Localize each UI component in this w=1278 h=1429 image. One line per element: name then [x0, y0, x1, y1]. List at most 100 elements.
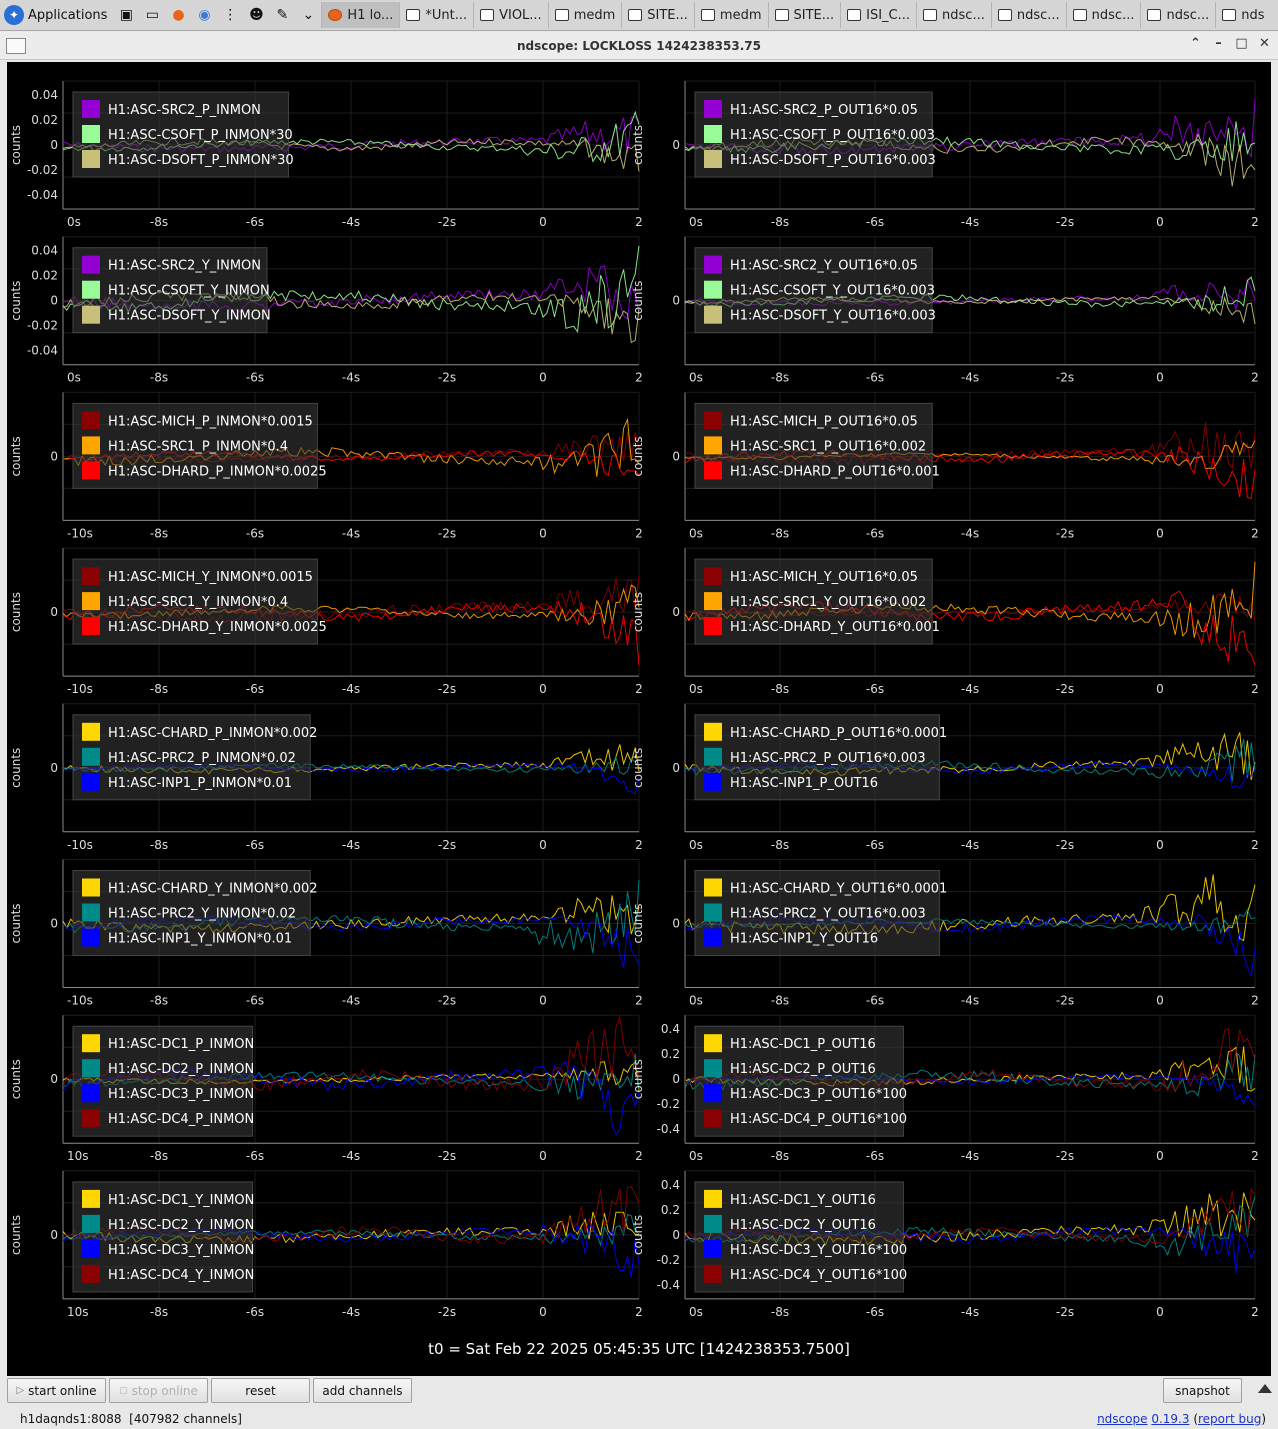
- folder-launcher-icon[interactable]: ▭: [145, 7, 160, 23]
- window-menu-icon[interactable]: [6, 38, 26, 54]
- applications-menu[interactable]: ✦ Applications: [0, 0, 113, 30]
- chromium-launcher-icon[interactable]: ◉: [198, 7, 211, 23]
- legend-swatch: [82, 100, 100, 118]
- plot-area[interactable]: 0.04 0.02 0 -0.02 -0.04 counts 0s -8s -6s -4s -2s 0…: [7, 62, 1271, 1376]
- legend-label: H1:ASC-CSOFT_Y_INMON: [108, 284, 270, 299]
- legend-box[interactable]: [694, 558, 933, 645]
- plot-panel[interactable]: 0 counts -10s -8s -6s -4s -2s 0 2 H1:ASC-CHARD_Y_…: [9, 859, 643, 1008]
- ndscope-link[interactable]: ndscope: [1097, 1412, 1148, 1426]
- plot-panel[interactable]: 0.04 0.02 0 -0.02 -0.04 counts 0s -8s -6s -4s -2s 0…: [9, 236, 643, 385]
- add-channels-button[interactable]: add channels: [313, 1378, 412, 1403]
- x-tick-label: 2: [1251, 994, 1259, 1008]
- plot-panel[interactable]: 0 counts -10s -8s -6s -4s -2s 0 2 H1:ASC-MICH_Y_I…: [9, 547, 643, 696]
- notes-launcher-icon[interactable]: ✎: [276, 7, 289, 23]
- share-launcher-icon[interactable]: ⋮: [223, 7, 238, 23]
- triangle-up-icon[interactable]: [1258, 1384, 1272, 1393]
- plot-panel[interactable]: 0 counts 0s -8s -6s -4s -2s 0 2 H1:ASC-SRC2_Y_OUT…: [631, 236, 1259, 385]
- legend-box[interactable]: [72, 91, 290, 178]
- legend-label: H1:ASC-PRC2_P_OUT16*0.003: [730, 751, 926, 766]
- legend-swatch: [704, 1109, 722, 1128]
- x-tick-label: -8s: [771, 1149, 789, 1163]
- snapshot-button[interactable]: snapshot: [1163, 1378, 1242, 1403]
- legend-swatch: [82, 722, 100, 741]
- legend-box[interactable]: [72, 1025, 254, 1137]
- firefox-launcher-icon[interactable]: ●: [172, 7, 185, 23]
- taskbar-task[interactable]: ndsc...: [990, 2, 1066, 28]
- taskbar-task[interactable]: H1 lo...: [321, 2, 400, 28]
- start-online-button[interactable]: ▷ start online: [7, 1378, 106, 1403]
- chevron-up-icon[interactable]: ⌃: [1190, 36, 1201, 51]
- maximize-icon[interactable]: □: [1235, 36, 1248, 51]
- plot-panel[interactable]: 0 counts -10s -8s -6s -4s -2s 0 2 H1:ASC-MICH_P_I…: [9, 391, 643, 540]
- terminal-window-icon: [480, 9, 495, 21]
- legend-label: H1:ASC-DSOFT_Y_INMON: [108, 309, 271, 324]
- taskbar-task[interactable]: SITE...: [767, 2, 841, 28]
- legend-box[interactable]: [72, 1181, 254, 1293]
- legend-box[interactable]: [72, 247, 268, 334]
- legend-box[interactable]: [694, 402, 933, 489]
- x-tick-label: 0s: [689, 1305, 703, 1319]
- taskbar-task[interactable]: *Unt...: [399, 2, 473, 28]
- close-icon[interactable]: ✕: [1259, 36, 1270, 51]
- taskbar-task[interactable]: medm: [693, 2, 768, 28]
- plot-panel[interactable]: 0 counts 0s -8s -6s -4s -2s 0 2 H1:ASC-MICH_P_OUT…: [631, 391, 1259, 540]
- version-link[interactable]: 0.19.3: [1151, 1412, 1190, 1426]
- legend-label: H1:ASC-DSOFT_P_OUT16*0.003: [730, 153, 936, 168]
- plot-panel[interactable]: 0 counts 10s -8s -6s -4s -2s 0 2 H1:ASC-DC1_P_INM…: [9, 1014, 643, 1163]
- reset-button[interactable]: reset: [211, 1378, 310, 1403]
- x-tick-label: 2: [635, 526, 643, 540]
- taskbar-task[interactable]: ndsc...: [916, 2, 991, 28]
- y-tick-label: 0.02: [31, 269, 58, 283]
- stop-online-button[interactable]: ▢ stop online: [109, 1378, 208, 1403]
- legend-box[interactable]: [72, 402, 318, 489]
- plot-panel[interactable]: 0.4 0.2 0 -0.2 -0.4 counts 0s -8s -6s -4s -2s 0 2 H1:…: [631, 1014, 1259, 1163]
- taskbar-task[interactable]: medm: [547, 2, 622, 28]
- legend-box[interactable]: [694, 870, 940, 956]
- legend-box[interactable]: [694, 714, 940, 801]
- x-tick-label: 0: [539, 1149, 547, 1163]
- legend-label: H1:ASC-DC2_Y_OUT16: [730, 1218, 876, 1233]
- legend-box[interactable]: [694, 1025, 904, 1137]
- plot-panel[interactable]: 0 counts 0s -8s -6s -4s -2s 0 2 H1:ASC-MICH_Y_OUT…: [631, 547, 1259, 696]
- legend-box[interactable]: [72, 714, 311, 801]
- legend-box[interactable]: [694, 91, 933, 178]
- plot-panel[interactable]: 0 counts 10s -8s -6s -4s -2s 0 2 H1:ASC-DC1_Y_INM…: [9, 1170, 643, 1319]
- y-tick-label: -0.04: [27, 344, 58, 358]
- taskbar-task[interactable]: ndsc...: [1065, 2, 1141, 28]
- legend-box[interactable]: [694, 1181, 904, 1293]
- legend-label: H1:ASC-SRC2_Y_INMON: [108, 259, 261, 274]
- chevron-down-icon[interactable]: ⌄: [302, 7, 315, 23]
- taskbar-task[interactable]: SITE...: [621, 2, 694, 28]
- minimize-icon[interactable]: –: [1215, 36, 1222, 51]
- legend-swatch: [82, 567, 100, 586]
- taskbar-task[interactable]: VIOL...: [473, 2, 548, 28]
- y-tick-label: -0.4: [657, 1122, 680, 1136]
- legend-box[interactable]: [72, 558, 318, 645]
- legend-swatch: [704, 903, 722, 922]
- x-tick-label: 0s: [689, 994, 703, 1008]
- legend-swatch: [82, 1264, 100, 1283]
- terminal-launcher-icon[interactable]: ▣: [119, 7, 134, 23]
- plot-panel[interactable]: 0 counts 0s -8s -6s -4s -2s 0 2 H1:ASC-CHARD_Y_OU…: [631, 859, 1259, 1008]
- users-launcher-icon[interactable]: ☻: [249, 7, 264, 23]
- legend-box[interactable]: [694, 247, 933, 334]
- plot-panel[interactable]: 0 counts 0s -8s -6s -4s -2s 0 2 H1:ASC-SRC2_P_OUT…: [631, 80, 1259, 229]
- report-bug-link[interactable]: report bug: [1198, 1412, 1262, 1426]
- taskbar-task[interactable]: nds: [1215, 2, 1270, 28]
- taskbar-task[interactable]: ISI_C...: [840, 2, 916, 28]
- plot-panel[interactable]: 0.4 0.2 0 -0.2 -0.4 counts 0s -8s -6s -4s -2s 0 2 H1:…: [631, 1170, 1259, 1319]
- x-tick-label: 2: [635, 215, 643, 229]
- x-tick-label: 0: [539, 371, 547, 385]
- legend-label: H1:ASC-DC1_Y_INMON: [108, 1193, 254, 1208]
- taskbar-task[interactable]: ndsc...: [1140, 2, 1215, 28]
- plot-panel[interactable]: 0 counts -10s -8s -6s -4s -2s 0 2 H1:ASC-CHARD_P_…: [9, 703, 643, 852]
- plot-panel[interactable]: 0.04 0.02 0 -0.02 -0.04 counts 0s -8s -6s -4s -2s 0…: [9, 80, 643, 229]
- plot-panel[interactable]: 0 counts 0s -8s -6s -4s -2s 0 2 H1:ASC-CHARD_P_OU…: [631, 703, 1259, 852]
- x-tick-label: -6s: [866, 838, 884, 852]
- legend-box[interactable]: [72, 870, 311, 956]
- y-tick-label: 0: [50, 294, 58, 308]
- taskbar-task-label: nds: [1241, 7, 1265, 23]
- x-tick-label: -2s: [1056, 838, 1074, 852]
- x-tick-label: -4s: [961, 682, 979, 696]
